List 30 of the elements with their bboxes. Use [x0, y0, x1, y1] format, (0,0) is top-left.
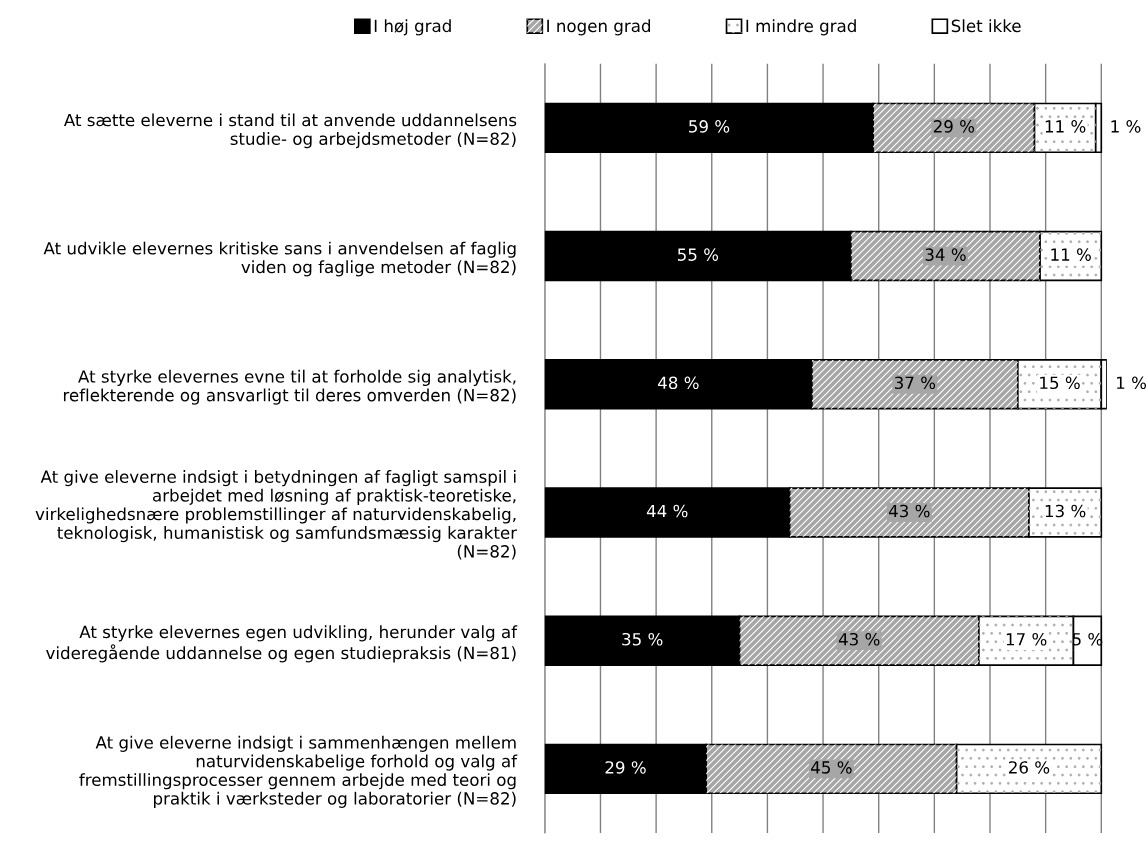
data-label: 35 %: [622, 632, 663, 646]
data-label: 59 %: [689, 120, 730, 133]
legend-label: I nogen grad: [547, 19, 651, 36]
data-label: 37 %: [894, 376, 936, 390]
data-label: 11 %: [1051, 248, 1091, 261]
data-label: 44 %: [646, 504, 688, 518]
data-label: 34 %: [925, 248, 966, 261]
data-label: 26 %: [1009, 761, 1050, 774]
data-label: 17 %: [1006, 632, 1047, 646]
data-label: 29 %: [933, 120, 975, 133]
legend-label: I høj grad: [374, 19, 451, 36]
data-label: 13 %: [1045, 504, 1086, 518]
data-label: 29 %: [605, 761, 646, 774]
data-label: 43 %: [838, 632, 880, 646]
y-tick-label: At sætte eleverne i stand til at anvende uddannelsens studie- og arbejdsmetoder (N=82): [63, 113, 517, 149]
data-label: 45 %: [811, 761, 852, 774]
data-label: 1 %: [1117, 376, 1147, 390]
y-tick-label: At styrke elevernes egen udvikling, herunder valg af videregående uddannelse og egen studiepraksis (N=81): [46, 625, 518, 663]
data-label: 15 %: [1040, 376, 1080, 390]
data-label: 55 %: [677, 248, 719, 261]
data-label: 43 %: [888, 504, 930, 518]
legend-label: Slet ikke: [951, 19, 1021, 33]
data-label: 11 %: [1045, 120, 1086, 133]
legend-label: I mindre grad: [746, 19, 856, 36]
y-tick-label: At give eleverne indsigt i betydningen af fagligt samspil i arbejdet med løsning af praktisk-teoretiske, virkelighedsnære problemstillinger af naturvidenskabelig, teknologisk, humanistisk og samfundsmæssig karakter (N=82): [35, 470, 518, 560]
data-label: 1 %: [1111, 120, 1141, 133]
y-tick-label: At styrke elevernes evne til at forholde sig analytisk, reflekterende og ansvarligt til deres omverden (N=82): [63, 369, 516, 405]
y-tick-label: At give eleverne indsigt i sammenhængen mellem naturvidenskabelige forhold og valg af fremstillingsprocesser gennem arbejde med teori og praktik i værksteder og laboratorier (N=82): [79, 735, 518, 808]
data-label: 48 %: [658, 376, 699, 390]
y-tick-label: At udvikle elevernes kritiske sans i anvendelsen af faglig viden og faglige metoder (N=82): [43, 241, 516, 277]
